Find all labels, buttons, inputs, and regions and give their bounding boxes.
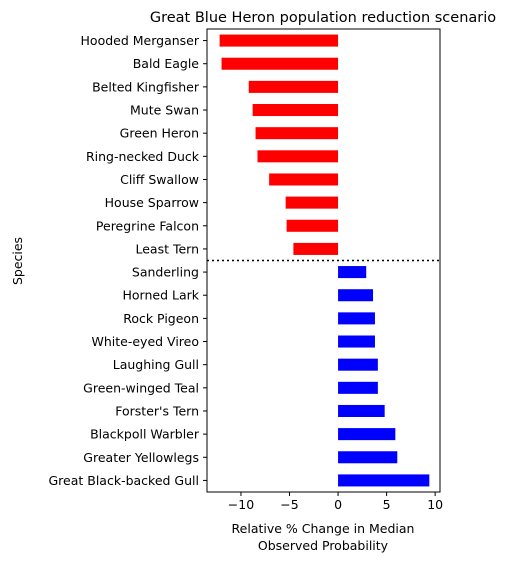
bar-horned-lark bbox=[338, 289, 374, 302]
x-tick-label: −5 bbox=[280, 497, 298, 512]
plot-frame bbox=[206, 28, 441, 493]
x-tick-label: 10 bbox=[427, 497, 443, 512]
y-tick-label-forster-s-tern: Forster's Tern bbox=[115, 403, 199, 418]
bar-least-tern bbox=[293, 242, 339, 255]
bar-blackpoll-warbler bbox=[338, 428, 396, 441]
bar-rock-pigeon bbox=[338, 312, 375, 325]
bar-belted-kingfisher bbox=[248, 80, 339, 93]
y-tick-label-cliff-swallow: Cliff Swallow bbox=[120, 172, 199, 187]
bar-hooded-merganser bbox=[219, 34, 339, 47]
bar-bald-eagle bbox=[221, 57, 339, 70]
y-tick-label-great-black-backed-gull: Great Black-backed Gull bbox=[48, 473, 199, 488]
y-tick-label-horned-lark: Horned Lark bbox=[123, 288, 200, 303]
bar-white-eyed-vireo bbox=[338, 335, 375, 348]
y-tick-label-peregrine-falcon: Peregrine Falcon bbox=[96, 218, 199, 233]
bar-greater-yellowlegs bbox=[338, 451, 398, 464]
plot-border bbox=[206, 28, 441, 493]
y-axis-label: Species bbox=[10, 237, 25, 285]
bar-great-black-backed-gull bbox=[338, 474, 430, 487]
bar-house-sparrow bbox=[285, 196, 339, 209]
y-tick-label-greater-yellowlegs: Greater Yellowlegs bbox=[83, 450, 199, 465]
bar-green-heron bbox=[255, 127, 339, 140]
x-ticks: −10 −5 0 5 10 bbox=[228, 492, 443, 512]
y-tick-label-hooded-merganser: Hooded Merganser bbox=[81, 33, 200, 48]
bar-sanderling bbox=[338, 266, 367, 279]
y-tick-label-least-tern: Least Tern bbox=[135, 241, 199, 256]
bar-cliff-swallow bbox=[269, 173, 339, 186]
chart-title: Great Blue Heron population reduction sc… bbox=[150, 10, 496, 26]
y-tick-label-blackpoll-warbler: Blackpoll Warbler bbox=[90, 427, 200, 442]
x-axis-label-line2: Observed Probability bbox=[258, 538, 389, 553]
bar-laughing-gull bbox=[338, 358, 378, 371]
bar-mute-swan bbox=[252, 104, 339, 117]
y-tick-label-green-heron: Green Heron bbox=[120, 126, 199, 141]
y-tick-label-house-sparrow: House Sparrow bbox=[105, 195, 199, 210]
y-tick-label-mute-swan: Mute Swan bbox=[130, 103, 199, 118]
x-tick-label: 0 bbox=[334, 497, 342, 512]
y-tick-label-bald-eagle: Bald Eagle bbox=[133, 56, 200, 71]
bar-green-winged-teal bbox=[338, 381, 378, 394]
y-tick-label-white-eyed-vireo: White-eyed Vireo bbox=[92, 334, 200, 349]
x-tick-label: 5 bbox=[383, 497, 391, 512]
y-tick-label-sanderling: Sanderling bbox=[132, 265, 199, 280]
x-axis-label-line1: Relative % Change in Median bbox=[232, 521, 415, 536]
bar-ring-necked-duck bbox=[257, 150, 339, 163]
y-tick-label-rock-pigeon: Rock Pigeon bbox=[123, 311, 199, 326]
x-tick-label: −10 bbox=[228, 497, 254, 512]
y-tick-label-green-winged-teal: Green-winged Teal bbox=[83, 380, 199, 395]
bar-peregrine-falcon bbox=[286, 219, 339, 232]
y-tick-label-ring-necked-duck: Ring-necked Duck bbox=[86, 149, 200, 164]
y-tick-labels: Hooded Merganser Bald Eagle Belted Kingfis… bbox=[48, 33, 207, 488]
bars-layer bbox=[219, 34, 430, 487]
y-tick-label-belted-kingfisher: Belted Kingfisher bbox=[92, 79, 200, 94]
bar-forster-s-tern bbox=[338, 404, 385, 417]
y-tick-label-laughing-gull: Laughing Gull bbox=[113, 357, 199, 372]
